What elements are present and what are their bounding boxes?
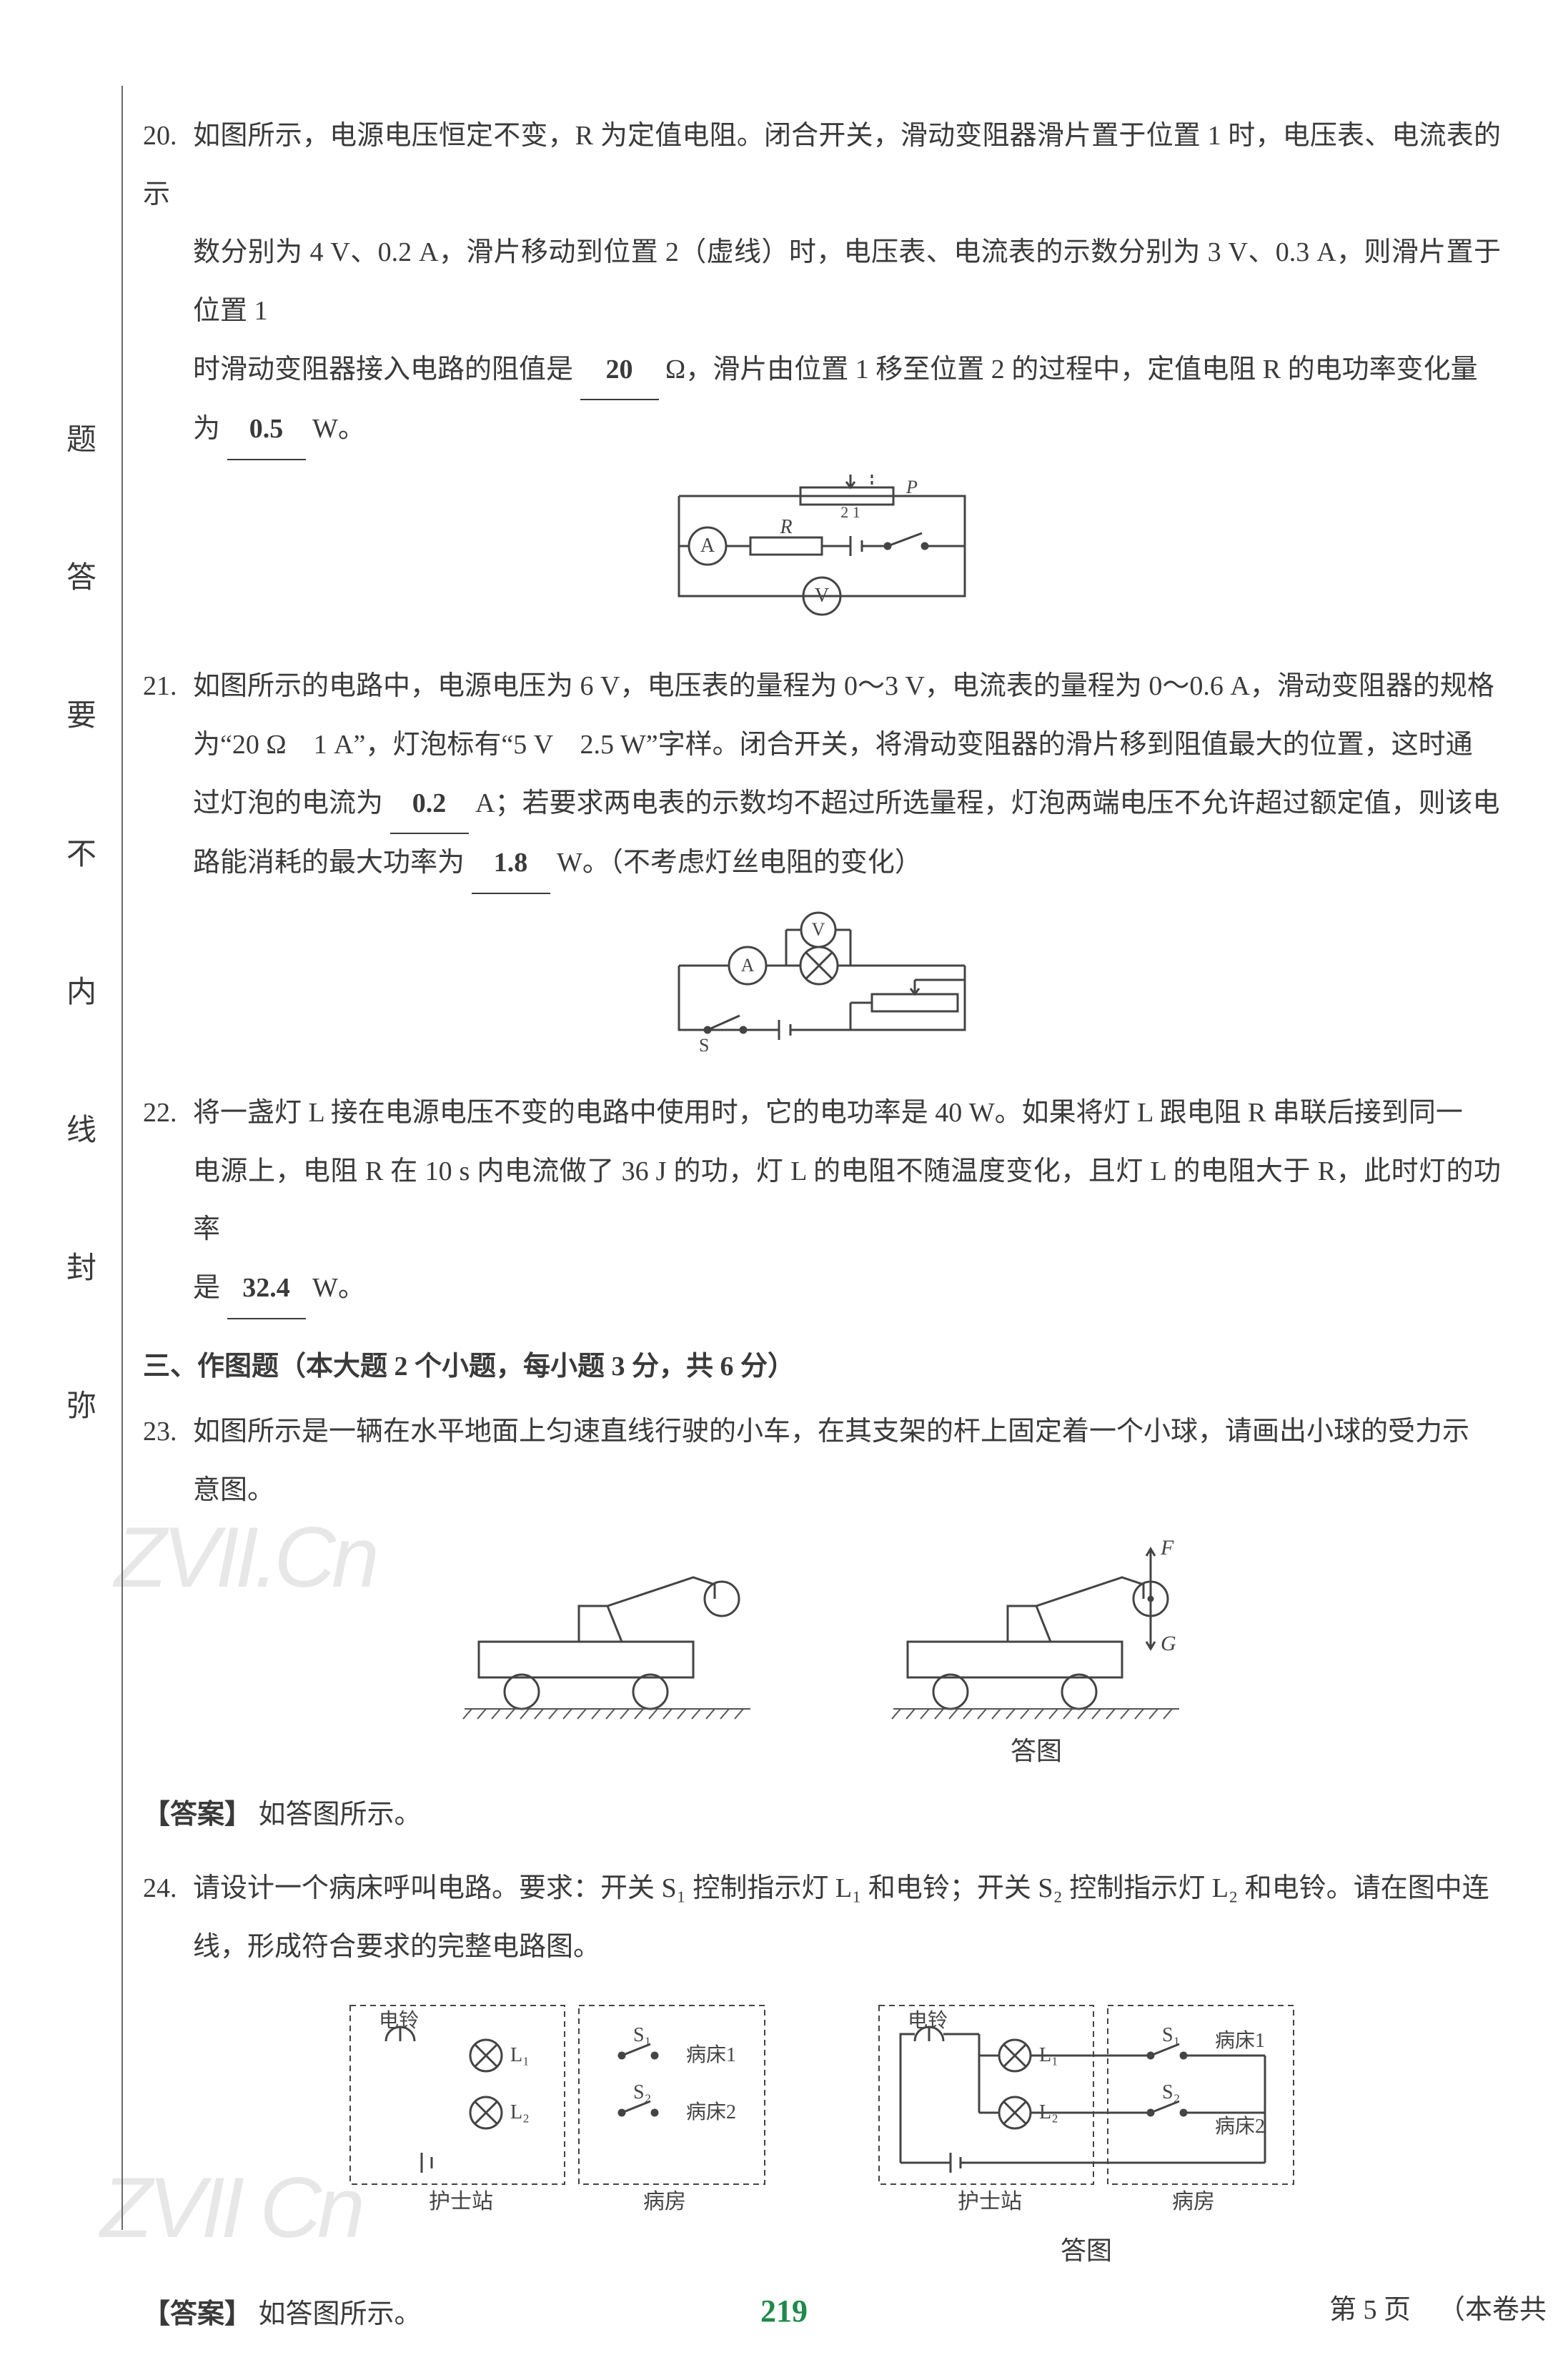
L1-label: L₁ [510, 2044, 530, 2066]
bed2-label: 病床2 [1215, 2115, 1265, 2138]
side-char: 封 [64, 1200, 99, 1338]
voltmeter-label: V [815, 585, 829, 607]
q23-answer-line: 【答案】 如答图所示。 [143, 1786, 1501, 1845]
q24-diagrams: 电铃 L₁ L₂ S₁ S₂ 病床1 病床2 护士站 病房 [143, 1991, 1501, 2267]
question-23: 23.如图所示是一辆在水平地面上匀速直线行驶的小车，在其支架的杆上固定着一个小球… [143, 1403, 1501, 1519]
q21-text: 路能消耗的最大功率为 [193, 848, 465, 878]
q22-text: W。 [312, 1273, 365, 1303]
q22-text: 将一盏灯 L 接在电源电压不变的电路中使用时，它的电功率是 40 W。如果将灯 … [193, 1098, 1463, 1128]
q21-text: 如图所示的电路中，电源电压为 6 V，电压表的量程为 0～3 V，电流表的量程为… [193, 671, 1494, 701]
q23-original-diagram [436, 1534, 779, 1767]
question-20: 20.如图所示，电源电压恒定不变，R 为定值电阻。闭合开关，滑动变阻器滑片置于位… [143, 107, 1501, 460]
question-21: 21.如图所示的电路中，电源电压为 6 V，电压表的量程为 0～3 V，电流表的… [143, 658, 1501, 894]
side-vertical-label: 题 答 要 不 内 线 封 弥 [64, 372, 99, 1477]
S1-label: S₁ [1162, 2024, 1180, 2046]
answer-label: 【答案】 [143, 1800, 252, 1830]
nurse-label: 护士站 [429, 2190, 493, 2213]
q20-blank2: 0.5 [227, 400, 306, 460]
q23-text: 如图所示是一辆在水平地面上匀速直线行驶的小车，在其支架的杆上固定着一个小球，请画… [193, 1417, 1469, 1447]
q20-text: 如图所示，电源电压恒定不变，R 为定值电阻。闭合开关，滑动变阻器滑片置于位置 1… [143, 121, 1501, 209]
q22-text: 电源上，电阻 R 在 10 s 内电流做了 36 J 的功，灯 L 的电阻不随温… [193, 1156, 1501, 1245]
resistor-label: R [779, 516, 792, 538]
page-right-a: 第 5 页 [1329, 2295, 1411, 2325]
L2-label: L₂ [510, 2101, 530, 2123]
ammeter-label: A [741, 955, 755, 976]
q24-answer-caption: 答图 [865, 2230, 1308, 2267]
page-footer-right: 第 5 页 （本卷共 [1329, 2287, 1547, 2326]
q24-text: 请设计一个病床呼叫电路。要求：开关 S₁ 控制指示灯 L₁ 和电铃；开关 S₂ … [193, 1873, 1489, 1903]
force-F-label: F [1160, 1536, 1174, 1560]
q20-text: 为 [193, 414, 220, 444]
q20-circuit-diagram: A R V P 2 1 [143, 475, 1501, 639]
page-content: 20.如图所示，电源电压恒定不变，R 为定值电阻。闭合开关，滑动变阻器滑片置于位… [143, 107, 1501, 2359]
q22-text: 是 [193, 1273, 220, 1303]
ward-label: 病房 [1172, 2190, 1215, 2213]
q21-text: 过灯泡的电流为 [193, 788, 383, 818]
bell-label: 电铃 [379, 2009, 419, 2032]
S2-label: S₂ [633, 2081, 651, 2103]
side-char: 线 [64, 1062, 99, 1200]
q20-text: W。 [312, 414, 365, 444]
answer-text: 如答图所示。 [259, 1800, 422, 1830]
L1-label: L₁ [1039, 2044, 1058, 2066]
binding-line [121, 86, 123, 2230]
S2-label: S₂ [1162, 2081, 1180, 2103]
q21-text: A；若要求两电表的示数均不超过所选量程，灯泡两端电压不允许超过额定值，则该电 [475, 788, 1499, 818]
page-number-center: 219 [760, 2294, 808, 2329]
voltmeter-label: V [812, 919, 825, 940]
page-right-b: （本卷共 [1438, 2295, 1547, 2325]
bed2-label: 病床2 [686, 2101, 736, 2123]
q23-diagrams: F G 答图 [143, 1534, 1501, 1767]
q22-number: 22. [143, 1084, 193, 1143]
side-char: 题 [64, 372, 99, 510]
q24-original-diagram: 电铃 L₁ L₂ S₁ S₂ 病床1 病床2 护士站 病房 [336, 1991, 779, 2267]
q24-number: 24. [143, 1860, 193, 1918]
q21-text: W。（不考虑灯丝电阻的变化） [557, 848, 922, 878]
q20-text: 数分别为 4 V、0.2 A，滑片移动到位置 2（虚线）时，电压表、电流表的示数… [193, 237, 1501, 326]
q23-answer-caption: 答图 [865, 1730, 1208, 1767]
nurse-label: 护士站 [958, 2190, 1022, 2213]
side-char: 不 [64, 786, 99, 924]
q20-text: Ω，滑片由位置 1 移至位置 2 的过程中，定值电阻 R 的电功率变化量 [665, 354, 1478, 385]
slider-label: P [905, 477, 918, 497]
q24-answer-diagram: 电铃 L₁ L₂ S₁ S₂ 病床1 病床2 护士站 病房 答图 [865, 1991, 1308, 2267]
bed1-label: 病床1 [1215, 2029, 1265, 2052]
slider-marks: 2 1 [840, 503, 860, 521]
q23-answer-diagram: F G 答图 [865, 1534, 1208, 1767]
q22-blank1: 32.4 [227, 1259, 306, 1319]
q23-number: 23. [143, 1403, 193, 1462]
S1-label: S₁ [633, 2024, 651, 2046]
q23-text: 意图。 [193, 1475, 274, 1505]
q20-blank1: 20 [580, 341, 659, 401]
q21-blank1: 0.2 [390, 775, 469, 835]
side-char: 要 [64, 648, 99, 785]
q20-number: 20. [143, 107, 193, 166]
q21-blank2: 1.8 [472, 834, 550, 894]
bell-label: 电铃 [908, 2009, 948, 2032]
section-3-title: 三、作图题（本大题 2 个小题，每小题 3 分，共 6 分） [143, 1338, 1501, 1397]
q24-text: 线，形成符合要求的完整电路图。 [193, 1932, 600, 1962]
switch-label: S [699, 1035, 709, 1056]
q21-text: 为“20 Ω 1 A”，灯泡标有“5 V 2.5 W”字样。闭合开关，将滑动变阻… [193, 730, 1473, 760]
q21-number: 21. [143, 658, 193, 716]
q20-text: 时滑动变阻器接入电路的阻值是 [193, 354, 573, 385]
side-char: 内 [64, 924, 99, 1062]
L2-label: L₂ [1039, 2101, 1058, 2123]
force-G-label: G [1161, 1632, 1176, 1655]
q21-circuit-diagram: A V S [143, 908, 1501, 1066]
side-char: 答 [64, 510, 99, 648]
question-22: 22.将一盏灯 L 接在电源电压不变的电路中使用时，它的电功率是 40 W。如果… [143, 1084, 1501, 1319]
ammeter-label: A [700, 535, 715, 557]
question-24: 24.请设计一个病床呼叫电路。要求：开关 S₁ 控制指示灯 L₁ 和电铃；开关 … [143, 1860, 1501, 1976]
bed1-label: 病床1 [686, 2043, 736, 2066]
ward-label: 病房 [643, 2190, 686, 2213]
side-char: 弥 [64, 1338, 99, 1476]
